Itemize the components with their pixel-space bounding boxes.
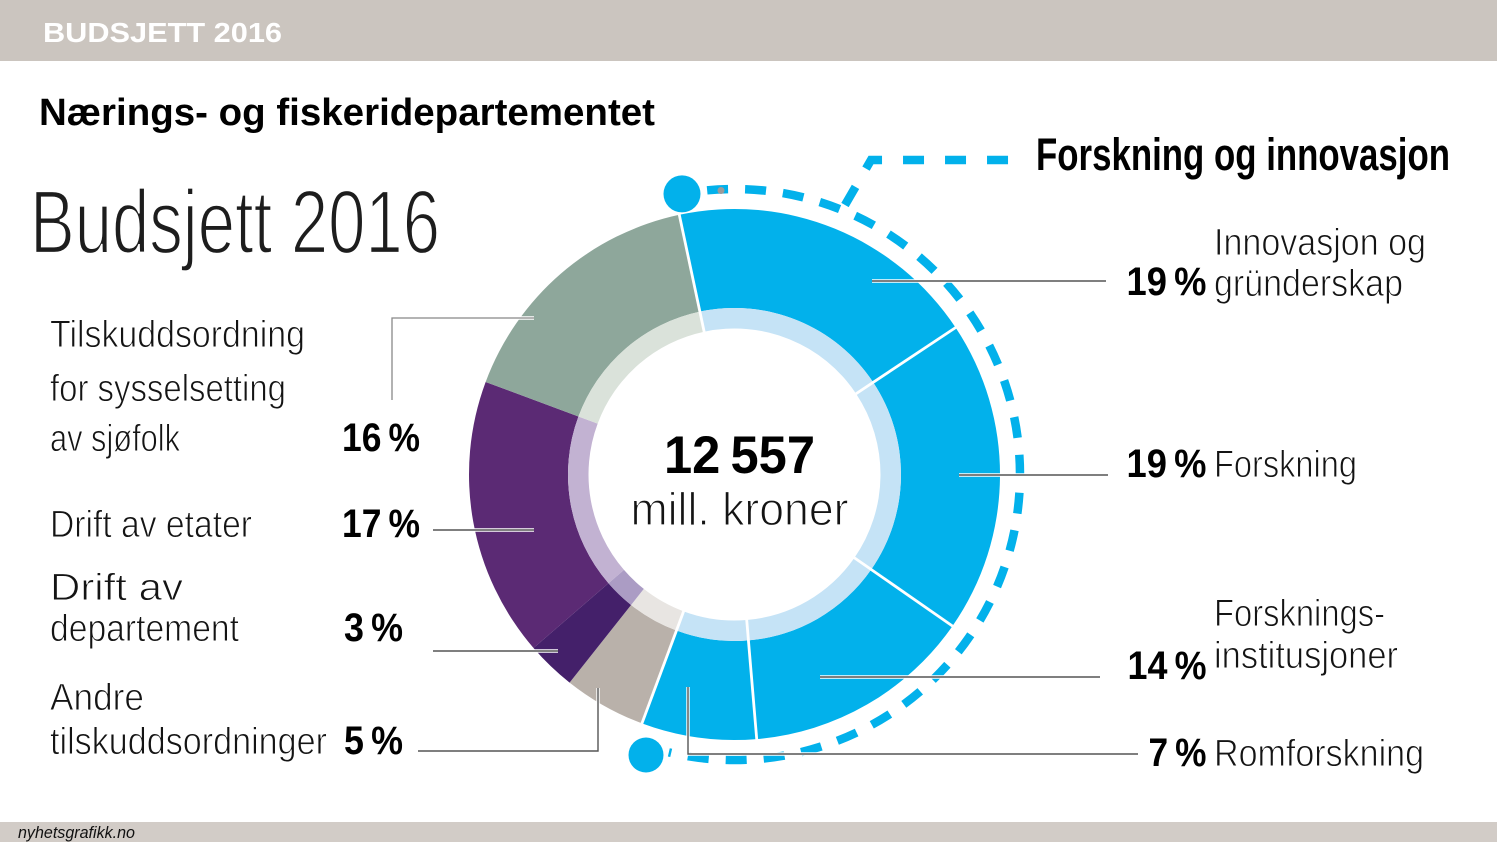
svg-text:Forskning og innovasjon: Forskning og innovasjon	[1036, 129, 1450, 180]
svg-text:3 %: 3 %	[344, 606, 403, 650]
svg-text:Forsknings-: Forsknings-	[1214, 593, 1385, 635]
svg-text:12 557: 12 557	[664, 426, 815, 485]
svg-text:19 %: 19 %	[1127, 260, 1207, 304]
svg-text:Drift av: Drift av	[50, 567, 183, 609]
svg-text:16 %: 16 %	[342, 416, 420, 460]
svg-text:nyhetsgrafikk.no: nyhetsgrafikk.no	[18, 823, 135, 842]
svg-text:gründerskap: gründerskap	[1214, 263, 1403, 305]
svg-text:departement: departement	[50, 608, 239, 650]
svg-text:Budsjett 2016: Budsjett 2016	[30, 173, 440, 273]
svg-text:tilskuddsordninger: tilskuddsordninger	[50, 721, 327, 763]
svg-text:institusjoner: institusjoner	[1214, 635, 1398, 677]
svg-text:Romforskning: Romforskning	[1214, 733, 1424, 775]
svg-text:5 %: 5 %	[344, 719, 403, 763]
svg-text:17 %: 17 %	[342, 502, 420, 546]
svg-text:14 %: 14 %	[1128, 644, 1207, 688]
svg-text:Andre: Andre	[50, 677, 144, 719]
svg-text:for sysselsetting: for sysselsetting	[50, 368, 286, 410]
svg-text:19 %: 19 %	[1127, 442, 1207, 486]
svg-text:mill. kroner: mill. kroner	[631, 483, 849, 535]
svg-text:BUDSJETT 2016: BUDSJETT 2016	[43, 17, 282, 48]
svg-text:Forskning: Forskning	[1214, 444, 1357, 486]
svg-text:Tilskuddsordning: Tilskuddsordning	[50, 314, 305, 356]
svg-text:Drift av etater: Drift av etater	[50, 504, 252, 546]
svg-text:7 %: 7 %	[1149, 731, 1207, 775]
svg-text:Innovasjon og: Innovasjon og	[1214, 222, 1426, 264]
svg-text:av sjøfolk: av sjøfolk	[50, 418, 181, 460]
svg-text:Nærings- og fiskeridepartement: Nærings- og fiskeridepartementet	[39, 92, 655, 134]
